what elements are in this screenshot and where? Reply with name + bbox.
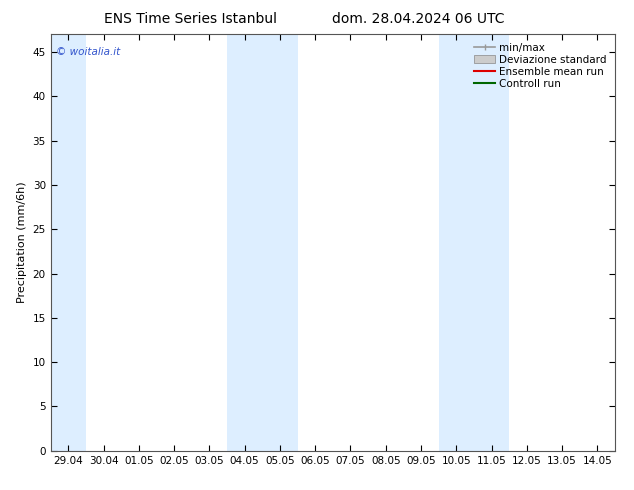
Bar [227,34,262,451]
Legend: min/max, Deviazione standard, Ensemble mean run, Controll run: min/max, Deviazione standard, Ensemble m… [471,40,610,92]
Bar [51,34,86,451]
Bar [439,34,474,451]
Text: © woitalia.it: © woitalia.it [56,47,120,57]
Bar [474,34,509,451]
Y-axis label: Precipitation (mm/6h): Precipitation (mm/6h) [17,182,27,303]
Bar [262,34,297,451]
Text: dom. 28.04.2024 06 UTC: dom. 28.04.2024 06 UTC [332,12,505,26]
Text: ENS Time Series Istanbul: ENS Time Series Istanbul [104,12,276,26]
